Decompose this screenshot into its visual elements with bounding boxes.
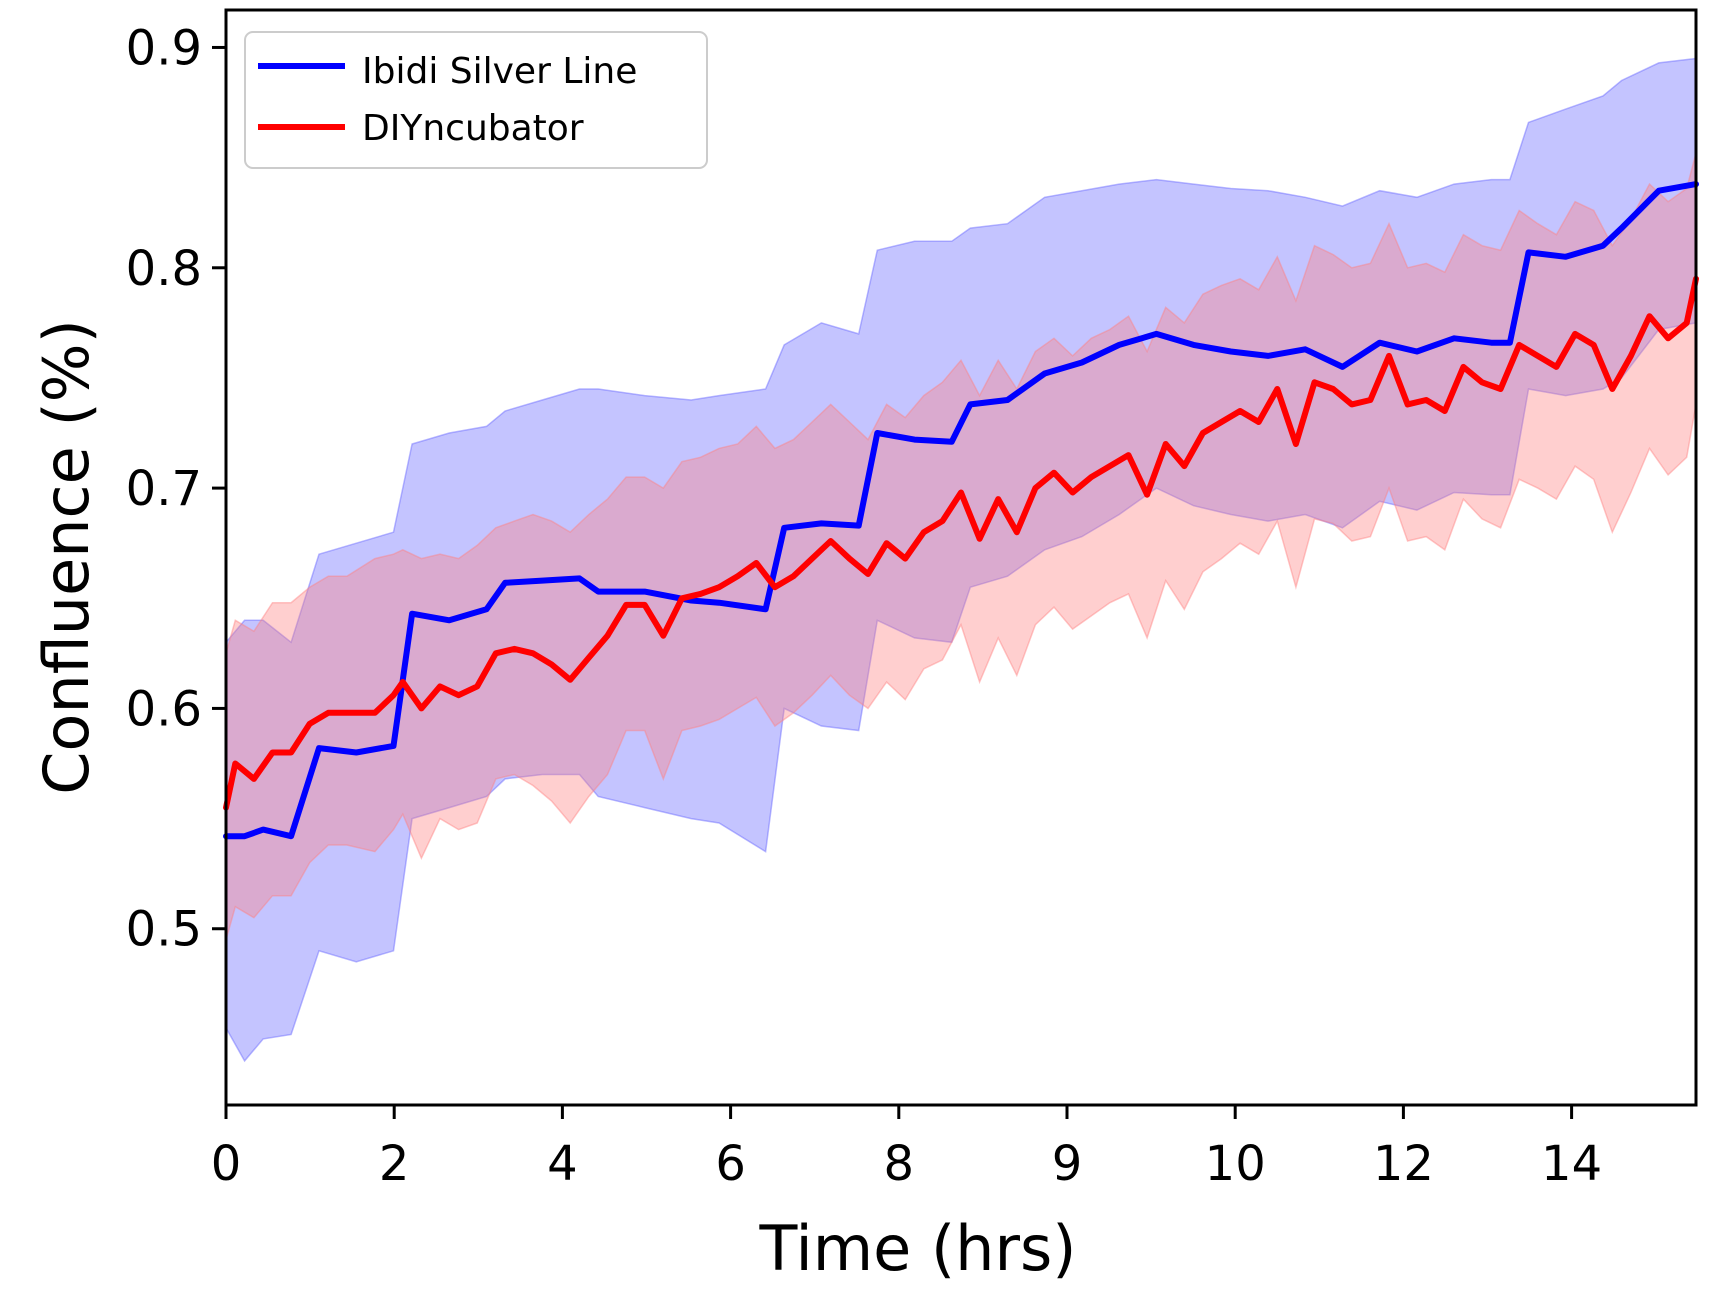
x-tick-label: 10 [1205,1136,1266,1192]
series-lines [223,181,1699,840]
x-tick-label: 6 [715,1136,746,1192]
y-tick-label: 0.7 [126,461,202,517]
plot-frame [224,8,1698,1107]
x-tick-label: 9 [1052,1136,1083,1192]
legend-label-diyncubator: DIYncubator [362,108,584,149]
x-axis-label: Time (hrs) [759,1212,1077,1285]
x-tick-label: 4 [547,1136,578,1192]
line-diyncubator [223,275,1699,811]
x-tick-label: 12 [1373,1136,1434,1192]
y-axis-ticks: 0.5 0.6 0.7 0.8 0.9 [126,20,226,958]
x-tick-label: 14 [1541,1136,1602,1192]
y-tick-label: 0.8 [126,241,202,297]
y-tick-label: 0.5 [126,902,202,958]
x-tick-label: 8 [884,1136,915,1192]
legend-label-ibidi: Ibidi Silver Line [362,51,637,92]
legend: Ibidi Silver Line DIYncubator [244,31,708,169]
x-axis-ticks: 0 2 4 6 8 9 10 12 14 [211,1105,1602,1192]
y-axis-label: Confluence (%) [30,319,103,795]
y-tick-label: 0.6 [126,681,202,737]
line-ibidi [223,181,1699,840]
y-tick-label: 0.9 [126,20,202,76]
x-tick-label: 2 [379,1136,410,1192]
x-tick-label: 0 [211,1136,242,1192]
legend-box [244,31,708,169]
